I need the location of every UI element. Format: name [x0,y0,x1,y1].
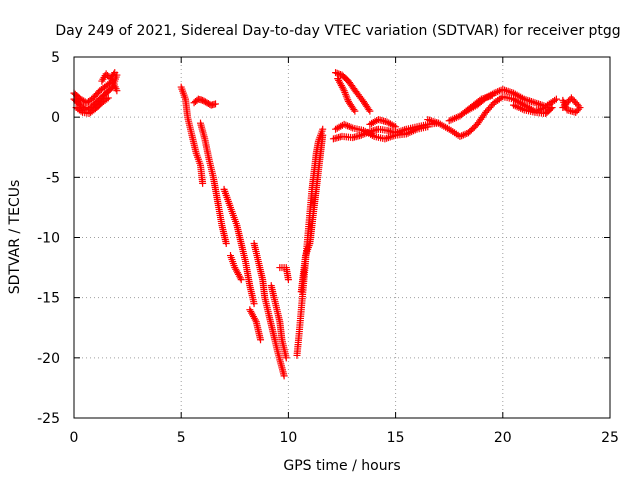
data-point-marker [559,96,567,104]
grid-lines [74,57,610,418]
data-point-marker [350,106,358,114]
data-point-marker [103,95,111,103]
data-point-marker [527,98,535,106]
data-point-marker [111,69,119,77]
data-point-marker [573,107,581,115]
data-point-marker [319,125,327,133]
x-tick-labels: 0 5 10 15 20 25 [70,430,619,446]
data-point-marker [340,120,348,128]
data-point-marker [199,179,207,187]
data-point-marker [504,87,512,95]
data-point-marker [458,132,466,140]
data-point-marker [332,69,340,77]
x-axis-label: GPS time / hours [283,458,400,474]
data-point-marker [535,100,543,108]
data-point-marker [531,99,539,107]
y-tick-label: -10 [37,231,60,247]
data-point-marker [497,94,505,102]
data-point-marker [345,123,353,131]
data-point-marker [456,132,464,140]
data-point-marker [351,107,359,115]
x-tick-label: 15 [387,430,405,446]
y-axis-label: SDTVAR / TECUs [7,180,23,295]
y-tick-label: 0 [51,110,60,126]
y-tick-label: -20 [37,351,60,367]
data-point-marker [342,121,350,129]
data-point-marker [526,97,534,105]
data-point-marker [501,86,509,94]
x-tick-label: 5 [177,430,186,446]
y-tick-label: -5 [46,170,60,186]
data-point-marker [392,123,400,131]
data-point-marker [459,131,467,139]
data-point-marker [365,106,373,114]
data-point-marker [492,88,500,96]
data-point-marker [548,104,556,112]
data-point-marker [529,98,537,106]
data-point-marker [257,336,265,344]
data-point-marker [461,130,469,138]
data-point-marker [384,134,392,142]
data-point-marker [347,123,355,131]
data-point-marker [212,100,220,108]
data-point-marker [284,276,292,284]
data-point-marker [552,95,560,103]
y-tick-label: -25 [37,411,60,427]
chart-title: Day 249 of 2021, Sidereal Day-to-day VTE… [55,23,620,39]
x-tick-label: 0 [70,430,79,446]
data-point-marker [319,131,327,139]
data-point-marker [110,70,118,78]
data-point-marker [502,87,510,95]
data-point-marker [104,94,112,102]
plot-frame [73,56,611,419]
data-point-marker [533,99,541,107]
data-point-marker [77,107,85,115]
data-point-marker [251,316,259,324]
y-tick-label: 5 [51,50,60,66]
y-tick-labels: 5 0 -5 -10 -15 -20 -25 [37,50,60,427]
data-points [70,69,584,380]
data-point-marker [366,107,374,115]
data-point-marker [222,240,230,248]
data-point-marker [280,372,288,380]
y-tick-label: -15 [37,291,60,307]
data-point-marker [383,134,391,142]
data-point-marker [488,92,496,100]
data-point-marker [494,88,502,96]
data-point-marker [282,354,290,362]
x-tick-label: 10 [279,430,297,446]
data-point-marker [236,274,244,282]
data-point-marker [495,87,503,95]
data-point-marker [547,105,555,113]
data-point-marker [390,122,398,130]
data-point-marker [424,123,432,131]
data-point-marker [237,276,245,284]
data-point-marker [335,70,343,78]
data-point-marker [113,87,121,95]
x-tick-label: 20 [494,430,512,446]
data-point-marker [339,85,347,93]
data-point-marker [344,122,352,130]
data-point-marker [250,300,258,308]
x-tick-label: 25 [601,430,619,446]
